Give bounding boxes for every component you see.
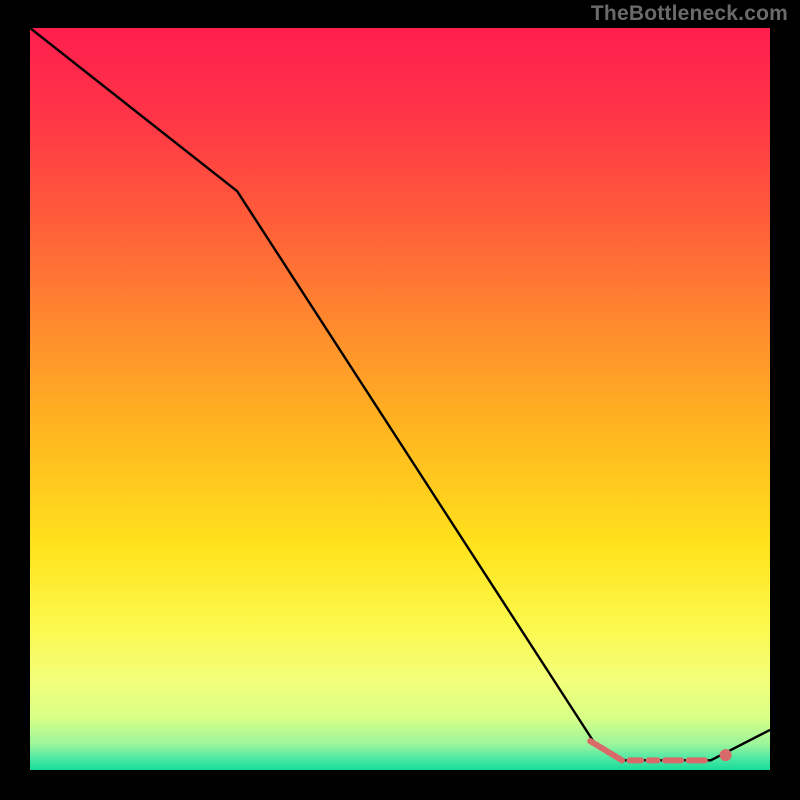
plot-svg <box>30 28 770 770</box>
attribution-label: TheBottleneck.com <box>591 2 788 26</box>
gradient-background <box>30 28 770 770</box>
marker-dot <box>720 749 732 761</box>
plot-area <box>30 28 770 770</box>
chart-frame: TheBottleneck.com <box>0 0 800 800</box>
